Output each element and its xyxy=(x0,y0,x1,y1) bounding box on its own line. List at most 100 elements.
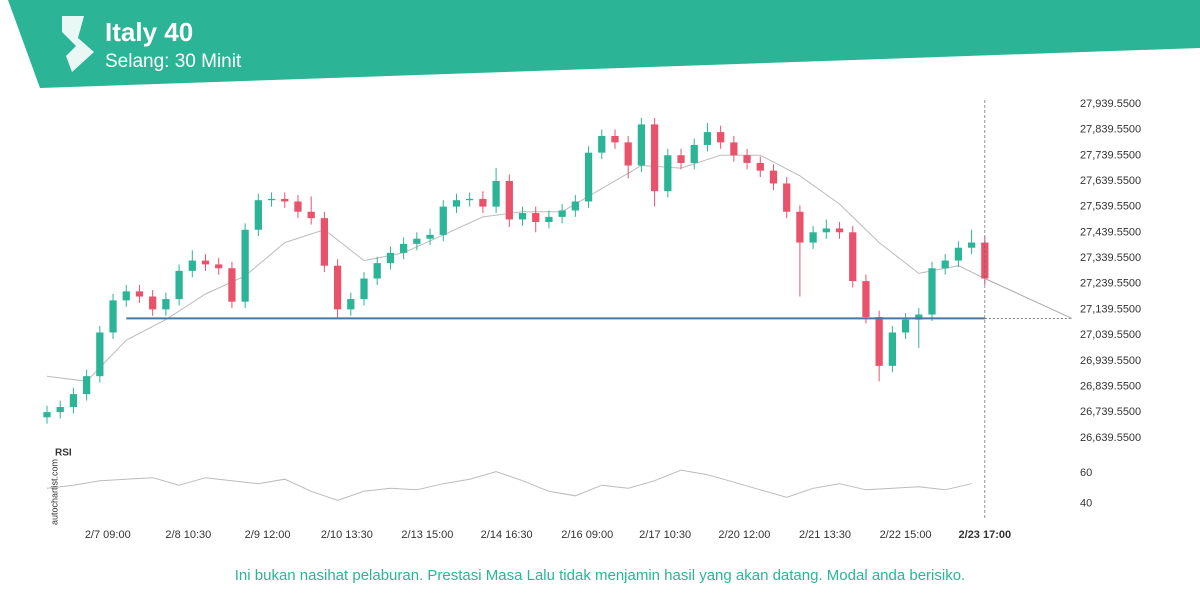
x-tick-label: 2/13 15:00 xyxy=(401,529,453,541)
candle-body xyxy=(954,247,963,261)
candle-body xyxy=(730,142,738,156)
candle-body xyxy=(320,218,329,266)
candle-body xyxy=(122,291,130,301)
candle-body xyxy=(743,155,751,163)
candle-body xyxy=(201,260,210,265)
x-tick-label: 2/8 10:30 xyxy=(165,529,211,541)
header-band xyxy=(8,0,1200,88)
y-tick-label: 27,939.5500 xyxy=(1080,98,1141,110)
disclaimer: Ini bukan nasihat pelaburan. Prestasi Ma… xyxy=(235,567,965,584)
candle-body xyxy=(149,296,157,310)
x-tick-label: 2/20 12:00 xyxy=(718,529,770,541)
y-tick-label: 27,539.5500 xyxy=(1080,201,1141,213)
y-tick-label: 27,639.5500 xyxy=(1080,175,1141,187)
candle-body xyxy=(928,268,936,315)
y-tick-label: 27,439.5500 xyxy=(1080,226,1141,238)
candle-body xyxy=(400,243,408,253)
candle-body xyxy=(901,319,910,333)
x-tick-label: 2/22 15:00 xyxy=(880,529,932,541)
candle-body xyxy=(43,412,51,418)
x-tick-label: 2/23 17:00 xyxy=(959,529,1012,541)
candle-body xyxy=(426,234,434,239)
candle-body xyxy=(360,278,368,300)
candle-body xyxy=(373,263,381,279)
y-tick-label: 26,839.5500 xyxy=(1080,380,1141,392)
candle-body xyxy=(466,198,474,201)
candle-body xyxy=(637,124,646,166)
candle-body xyxy=(294,201,302,212)
y-tick-label: 27,739.5500 xyxy=(1080,149,1141,161)
candle-body xyxy=(267,198,276,201)
y-tick-label: 27,039.5500 xyxy=(1080,329,1141,341)
candle-body xyxy=(413,238,421,244)
candle-body xyxy=(254,200,262,230)
candle-body xyxy=(56,406,64,413)
candle-body xyxy=(941,260,949,269)
candle-body xyxy=(545,216,553,223)
candle-body xyxy=(215,264,223,269)
candle-body xyxy=(650,124,659,192)
rsi-tick-label: 60 xyxy=(1080,467,1092,479)
candle-body xyxy=(677,155,685,163)
candle-body xyxy=(518,213,527,220)
watermark: autochartist.com xyxy=(49,459,59,525)
candle-body xyxy=(505,180,513,220)
rsi-label: RSI xyxy=(55,448,72,459)
candle-body xyxy=(492,180,500,207)
y-tick-label: 27,339.5500 xyxy=(1080,252,1141,264)
candle-body xyxy=(307,211,315,219)
candle-body xyxy=(756,162,764,171)
candle-body xyxy=(162,299,170,310)
candle-body xyxy=(967,242,976,248)
candle-body xyxy=(598,135,606,153)
candle-body xyxy=(228,268,236,302)
logo xyxy=(62,16,94,72)
candle-body xyxy=(175,270,183,300)
candle-body xyxy=(796,211,804,243)
candle-body xyxy=(135,291,144,297)
candle-body xyxy=(96,332,104,377)
subtitle: Selang: 30 Minit xyxy=(105,51,242,72)
candle-body xyxy=(624,142,632,166)
candle-body xyxy=(188,260,196,271)
title: Italy 40 xyxy=(105,17,193,47)
rsi-tick-label: 40 xyxy=(1080,497,1092,509)
candle-body xyxy=(452,200,461,207)
rsi-line xyxy=(46,469,972,501)
candle-body xyxy=(281,198,289,202)
y-tick-label: 27,839.5500 xyxy=(1080,124,1141,136)
candle-body xyxy=(849,232,857,282)
x-tick-label: 2/7 09:00 xyxy=(85,529,131,541)
x-tick-label: 2/16 09:00 xyxy=(561,529,613,541)
candle-body xyxy=(862,281,870,318)
candle-body xyxy=(915,314,923,320)
plot: 27,939.5500 27,839.5500 27,739.5500 27,639.… xyxy=(43,98,1141,541)
x-tick-label: 2/14 16:30 xyxy=(481,529,533,541)
candle-body xyxy=(532,213,540,223)
candle-body xyxy=(717,132,725,143)
forecast-line xyxy=(984,278,1073,319)
candle-body xyxy=(439,206,447,235)
candle-body xyxy=(835,228,844,233)
y-tick-label: 26,639.5500 xyxy=(1080,432,1141,444)
candle-body xyxy=(875,317,883,366)
y-tick-label: 27,139.5500 xyxy=(1080,303,1141,315)
x-tick-label: 2/17 10:30 xyxy=(639,529,691,541)
candle-body xyxy=(82,376,91,395)
candle-body xyxy=(888,332,896,366)
x-tick-label: 2/21 13:30 xyxy=(799,529,851,541)
candle-body xyxy=(769,170,778,184)
moving-average xyxy=(46,154,986,382)
candle-body xyxy=(479,198,487,207)
candle-body xyxy=(809,232,817,243)
candle-body xyxy=(664,155,672,192)
candle-body xyxy=(611,135,619,143)
candle-body xyxy=(109,300,117,333)
y-tick-label: 26,939.5500 xyxy=(1080,355,1141,367)
x-tick-label: 2/9 12:00 xyxy=(245,529,291,541)
candle-body xyxy=(783,183,791,212)
candle-body xyxy=(584,152,593,202)
y-tick-label: 27,239.5500 xyxy=(1080,278,1141,290)
candle-body xyxy=(703,132,712,145)
